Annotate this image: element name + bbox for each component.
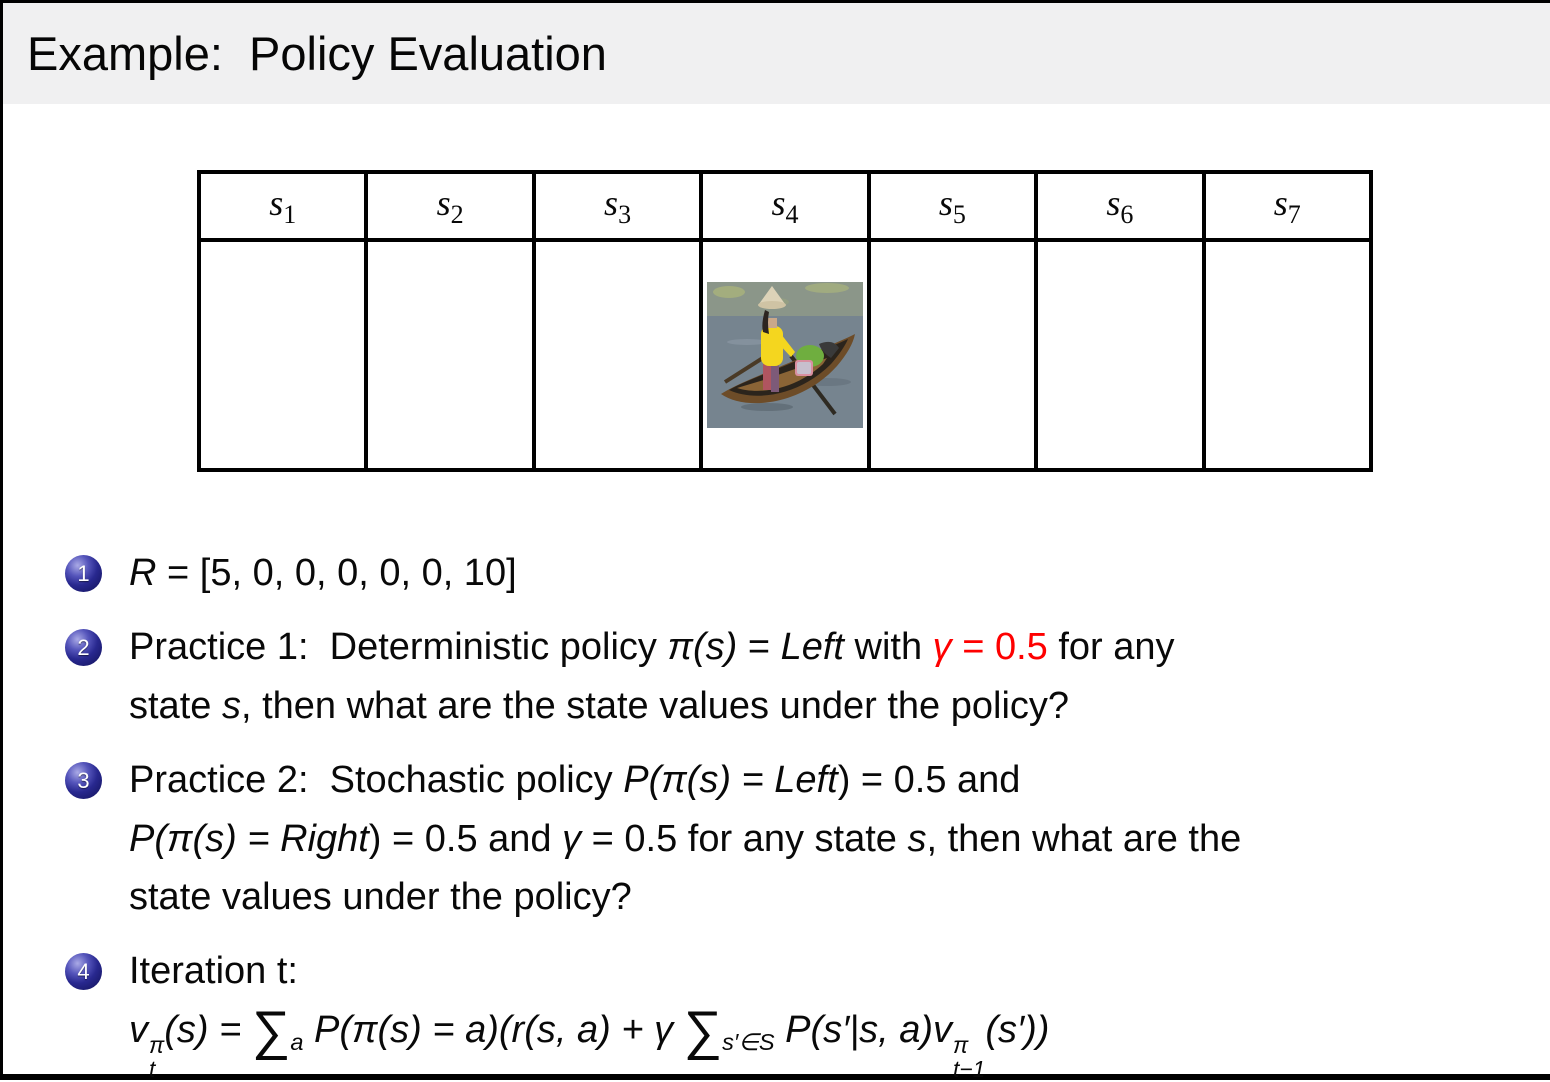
state-body-row [196,238,1374,472]
state-header-s4: s4 [699,170,871,242]
state-header-s7: s7 [1201,170,1374,242]
bullet-number-ball: 2 [65,628,102,666]
state-cell-s5 [866,238,1039,472]
state-cell-s1 [196,238,369,472]
state-cell-s4 [699,238,871,472]
bullet-line: v π t (s) = ∑a P(π(s) = a)(r(s, a) + γ ∑s′∈… [129,1000,1050,1082]
state-cell-s7 [1201,238,1374,472]
rowing-boat-photo [706,282,863,428]
page-title: Example: Policy Evaluation [27,27,607,80]
bullet-number-ball: 1 [65,555,102,592]
state-header-s5: s5 [866,170,1039,242]
bullet-item-4: 4 Iteration t: v π t (s) = ∑a P(π(s) = a)(r(s… [65,942,1530,1082]
title-bar: Example: Policy Evaluation [3,3,1550,104]
state-header-s6: s6 [1034,170,1206,242]
bullet-line: state s, then what are the state values … [129,684,1070,727]
state-cell-s6 [1034,238,1206,472]
state-cell-s2 [364,238,536,472]
state-header-s2: s2 [364,170,536,242]
bullet-number-ball: 3 [65,761,102,799]
bullets-list: 1 R = [5, 0, 0, 0, 0, 0, 10] 2 Practice 1: … [65,544,1530,1082]
bullet-line: R = [5, 0, 0, 0, 0, 0, 10] [129,552,517,594]
bullet-line: state values under the policy? [129,876,632,919]
bullet-line: Iteration t: [129,950,298,993]
state-header-s1: s1 [196,170,369,242]
bullet-content: Practice 2: Stochastic policy P(π(s) = L… [129,751,1530,928]
bullet-line: P(π(s) = Right) = 0.5 and γ = 0.5 for an… [129,817,1242,860]
sup-sub-stack: π t−1 [953,1032,986,1082]
state-table-wrapper: s1 s2 s3 s4 s5 s6 s7 [196,170,1374,472]
bullet-item-3: 3 Practice 2: Stochastic policy P(π(s) = … [65,751,1530,928]
bullet-number-ball: 4 [65,953,102,991]
state-header-s3: s3 [531,170,704,242]
state-cell-s3 [531,238,704,472]
bullet-content: R = [5, 0, 0, 0, 0, 0, 10] [129,544,1530,603]
bullet-item-1: 1 R = [5, 0, 0, 0, 0, 0, 10] [65,544,1530,603]
bullet-content: Iteration t: v π t (s) = ∑a P(π(s) = a)(r(s,… [129,942,1530,1082]
state-header-row: s1 s2 s3 s4 s5 s6 s7 [196,170,1374,242]
bullet-item-2: 2 Practice 1: Deterministic policy π(s) =… [65,618,1530,736]
bullet-content: Practice 1: Deterministic policy π(s) = … [129,618,1530,736]
bullet-line: Practice 1: Deterministic policy π(s) = … [129,625,1175,668]
state-table: s1 s2 s3 s4 s5 s6 s7 [196,170,1374,472]
bullet-line: Practice 2: Stochastic policy P(π(s) = L… [129,758,1021,801]
